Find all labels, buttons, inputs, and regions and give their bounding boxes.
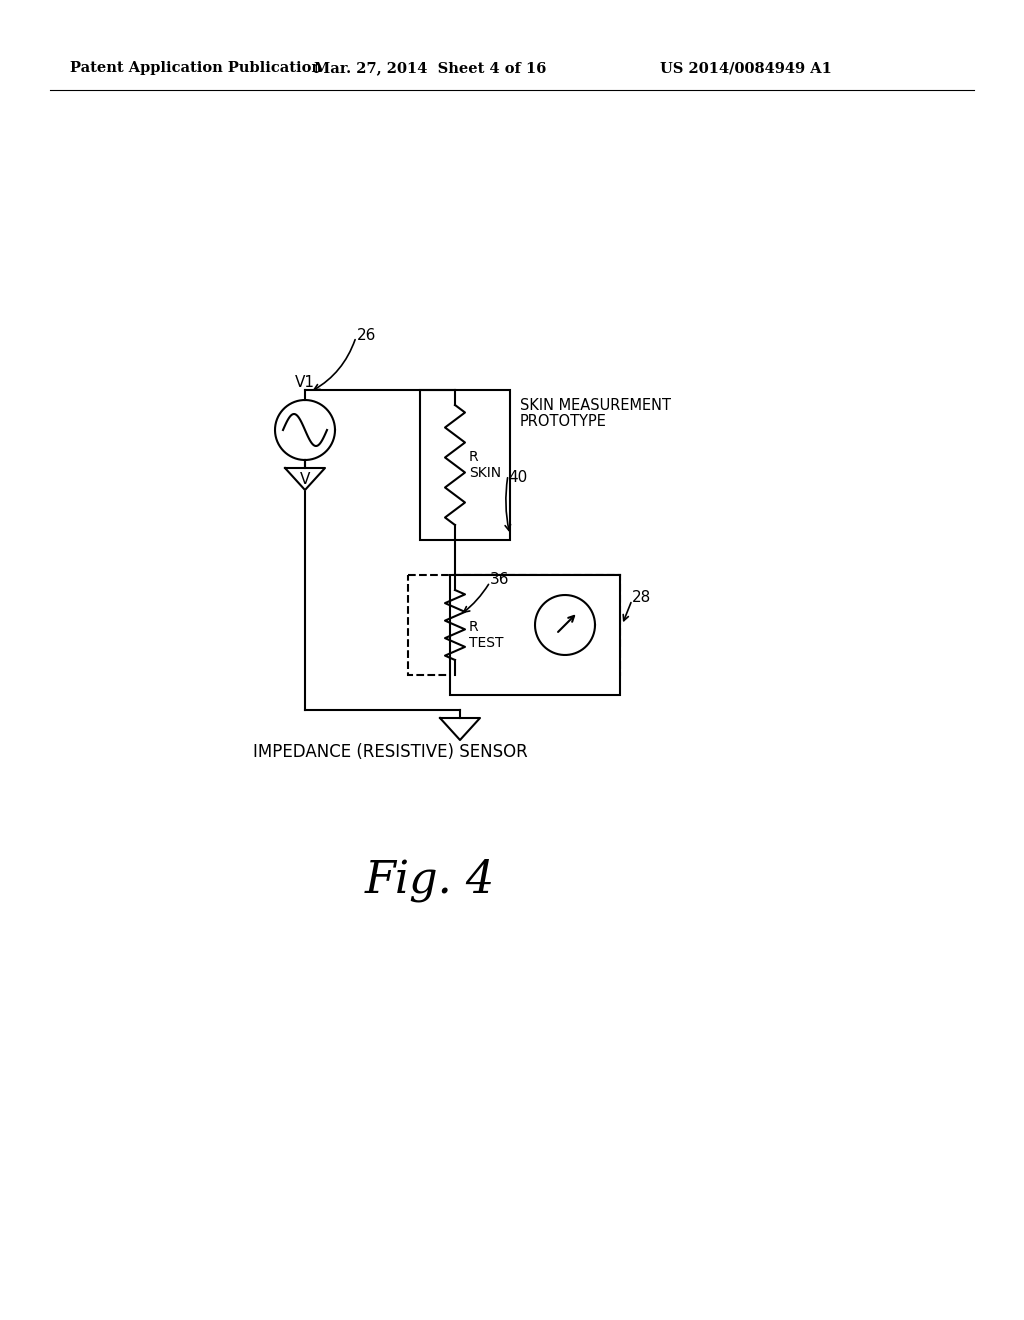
Text: V1: V1 xyxy=(295,375,315,389)
Text: R
TEST: R TEST xyxy=(469,620,504,651)
Text: Mar. 27, 2014  Sheet 4 of 16: Mar. 27, 2014 Sheet 4 of 16 xyxy=(313,61,546,75)
Text: V: V xyxy=(300,473,310,487)
Text: 40: 40 xyxy=(508,470,527,486)
Text: 36: 36 xyxy=(490,573,510,587)
Text: SKIN MEASUREMENT: SKIN MEASUREMENT xyxy=(520,397,671,412)
Text: 26: 26 xyxy=(357,327,377,342)
Text: US 2014/0084949 A1: US 2014/0084949 A1 xyxy=(660,61,831,75)
Polygon shape xyxy=(440,718,480,741)
Text: Fig. 4: Fig. 4 xyxy=(365,858,496,902)
Text: R
SKIN: R SKIN xyxy=(469,450,501,480)
Bar xyxy=(408,576,620,675)
Text: IMPEDANCE (RESISTIVE) SENSOR: IMPEDANCE (RESISTIVE) SENSOR xyxy=(253,743,527,762)
Text: PROTOTYPE: PROTOTYPE xyxy=(520,414,607,429)
Text: 28: 28 xyxy=(632,590,651,606)
Text: Patent Application Publication: Patent Application Publication xyxy=(70,61,322,75)
Polygon shape xyxy=(285,469,325,490)
Bar xyxy=(450,576,620,696)
Bar xyxy=(420,389,510,540)
